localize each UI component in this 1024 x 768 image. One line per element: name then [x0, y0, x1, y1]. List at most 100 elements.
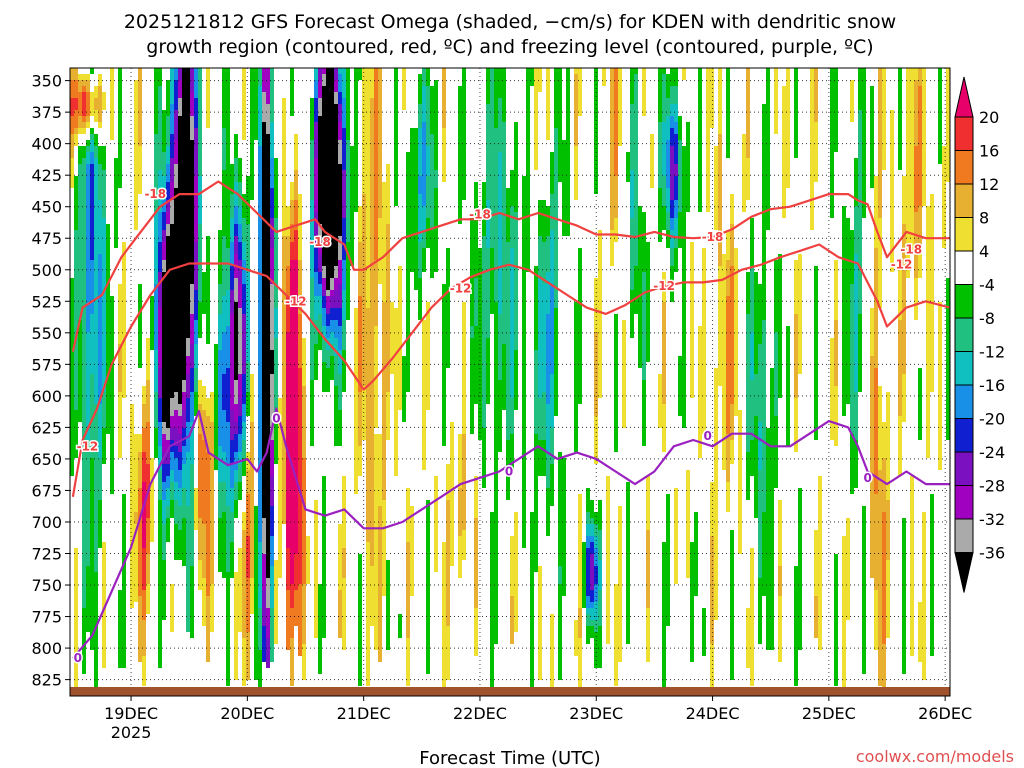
omega-cell [674, 104, 678, 122]
omega-cell [102, 92, 106, 110]
omega-cell [210, 584, 214, 632]
omega-cell [662, 206, 666, 230]
omega-cell [270, 506, 274, 536]
omega-cell [666, 116, 670, 140]
omega-cell [302, 644, 306, 680]
omega-cell [322, 86, 326, 266]
omega-cell [274, 218, 278, 308]
omega-cell [854, 254, 858, 392]
y-tick-label: 475 [31, 229, 62, 248]
omega-cell [314, 212, 318, 248]
omega-cell [86, 92, 90, 116]
omega-cell [410, 128, 414, 272]
omega-cell [862, 506, 866, 674]
omega-cell [286, 590, 290, 650]
plot-frame [69, 67, 951, 697]
omega-cell [370, 98, 374, 566]
contour-label: 0 [505, 465, 513, 479]
omega-cell [234, 206, 238, 224]
omega-cell [814, 122, 818, 182]
omega-cell [750, 548, 754, 686]
omega-cell [134, 80, 138, 230]
omega-cell [250, 422, 254, 578]
omega-cell [166, 80, 170, 116]
omega-cell [242, 194, 246, 218]
omega-cell [446, 464, 450, 500]
omega-cell [546, 206, 550, 236]
omega-cell [498, 98, 502, 152]
omega-cell [486, 68, 490, 104]
colorbar-bottom-arrow [954, 552, 974, 593]
omega-cell [938, 68, 942, 164]
omega-cell [550, 614, 554, 692]
omega-cell [94, 146, 98, 158]
credit-text: coolwx.com/models [856, 747, 1014, 766]
omega-cell [702, 248, 706, 434]
omega-cell [286, 206, 290, 236]
y-tick-label: 525 [31, 292, 62, 311]
omega-cell [758, 578, 762, 644]
omega-cell [546, 488, 550, 536]
omega-cell [194, 344, 198, 368]
colorbar-label: 8 [979, 209, 989, 228]
omega-cell [322, 278, 326, 290]
omega-cell [642, 68, 646, 116]
omega-cell [422, 248, 426, 272]
omega-cell [586, 536, 590, 548]
omega-cell [86, 146, 90, 152]
omega-cell [118, 68, 122, 188]
omega-cell [710, 536, 714, 644]
omega-cell [142, 620, 146, 656]
omega-cell [146, 380, 150, 422]
omega-cell [90, 92, 94, 116]
omega-cell [794, 68, 798, 158]
omega-cell [90, 260, 94, 314]
omega-cell [330, 308, 334, 320]
omega-cell [314, 68, 318, 80]
omega-cell [342, 290, 346, 320]
omega-cell [230, 242, 234, 266]
omega-cell [250, 68, 254, 200]
omega-cell [574, 146, 578, 200]
omega-cell [330, 344, 334, 356]
omega-cell [206, 68, 210, 128]
omega-cell [258, 650, 262, 692]
x-tick-label: 25DEC [802, 704, 856, 723]
omega-cell [226, 572, 230, 686]
omega-cell [166, 224, 170, 236]
omega-cell [226, 68, 230, 248]
omega-cell [358, 296, 362, 392]
omega-cell [346, 140, 350, 242]
omega-cell [118, 590, 122, 668]
omega-cell [474, 608, 478, 656]
omega-cell [270, 536, 274, 566]
omega-cell [630, 170, 634, 218]
omega-cell [310, 98, 314, 140]
omega-cell [162, 464, 166, 482]
colorbar-label: -36 [979, 544, 1005, 563]
omega-cell [74, 110, 78, 128]
omega-cell [334, 68, 338, 80]
omega-cell [310, 278, 314, 380]
omega-cell [842, 536, 846, 692]
omega-cell [378, 506, 382, 662]
omega-cell [606, 476, 610, 644]
omega-cell [814, 596, 818, 638]
omega-cell [458, 434, 462, 488]
omega-cell [898, 320, 902, 416]
omega-cell [658, 122, 662, 188]
omega-cell [774, 68, 778, 134]
omega-cell [910, 476, 914, 656]
omega-cell [174, 524, 178, 560]
omega-cell [242, 530, 246, 638]
omega-cell [290, 584, 294, 608]
omega-cell [338, 326, 342, 350]
omega-cell [334, 338, 338, 356]
omega-cell [166, 506, 170, 518]
omega-cell [286, 332, 290, 548]
omega-cell [158, 308, 162, 368]
omega-cell [774, 260, 778, 332]
omega-cell [162, 230, 166, 242]
omega-cell [302, 386, 306, 458]
omega-cell [246, 362, 250, 392]
